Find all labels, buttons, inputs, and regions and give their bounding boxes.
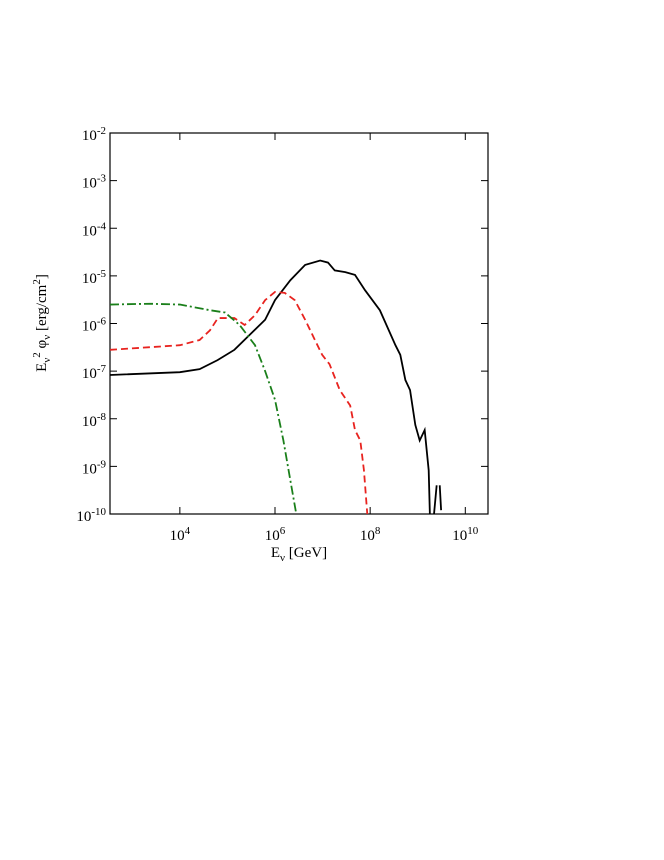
data-line: [110, 291, 369, 514]
plot-frame: [109, 132, 489, 515]
y-tick-label: 10-4: [82, 220, 107, 239]
y-tick-label: 10-6: [82, 316, 107, 335]
x-tick-label: 108: [360, 525, 381, 544]
y-tick-label: 10-3: [82, 173, 107, 192]
y-tick-label: 10-2: [82, 125, 106, 144]
x-axis-label: Eν [GeV]: [271, 545, 327, 564]
y-tick-label: 10-10: [76, 506, 106, 525]
plot-lines: [110, 259, 442, 514]
x-tick-label: 106: [265, 525, 286, 544]
x-tick-label: 104: [170, 525, 191, 544]
data-line: [110, 302, 298, 514]
y-tick-label: 10-7: [82, 363, 107, 382]
y-axis-label: Eν2 φν [erg/cm2]: [31, 274, 53, 372]
y-tick-label: 10-5: [82, 268, 107, 287]
y-tick-label: 10-8: [82, 411, 107, 430]
y-tick-label: 10-9: [82, 458, 107, 477]
x-tick-label: 1010: [452, 525, 479, 544]
data-line: [110, 259, 442, 514]
